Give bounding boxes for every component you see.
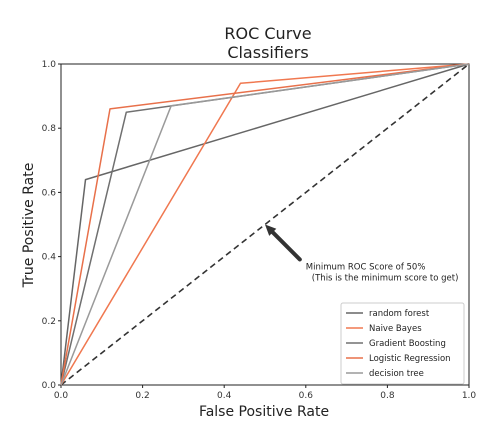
x-axis-label: False Positive Rate <box>199 404 329 420</box>
series-line-naive-bayes <box>60 63 470 386</box>
x-tick-label: 1.0 <box>462 391 477 401</box>
random-chance-baseline <box>60 63 470 386</box>
annotation-group: Minimum ROC Score of 50%(This is the min… <box>265 224 459 283</box>
plot-area: 0.0 0.2 0.4 0.6 0.8 1.0 0.0 0.2 0.4 0.6 0.8 1.0 <box>42 60 477 401</box>
y-axis-label: True Positive Rate <box>21 163 37 289</box>
y-tick-label: 0.4 <box>42 253 57 263</box>
legend-item-label: Gradient Boosting <box>369 339 446 349</box>
series-line-random-forest <box>60 63 470 386</box>
x-tick-label: 0.6 <box>299 391 314 401</box>
legend: random forest Naive Bayes Gradient Boostin… <box>340 302 465 385</box>
annotation-text-line-2: (This is the minimum score to get) <box>312 273 459 283</box>
y-tick-label: 1.0 <box>42 60 57 70</box>
series-line-logistic-regression <box>60 63 470 386</box>
annotation-arrow-shaft <box>270 230 302 262</box>
x-tick-label: 0.0 <box>54 391 69 401</box>
y-tick-label: 0.2 <box>42 317 56 327</box>
y-tick-label: 0.8 <box>42 124 57 134</box>
annotation-text-line-1: Minimum ROC Score of 50% <box>306 262 426 272</box>
legend-item-label: decision tree <box>369 369 424 379</box>
chart-subtitle: Classifiers <box>227 43 308 62</box>
legend-item-label: Logistic Regression <box>369 354 451 364</box>
x-tick-label: 0.4 <box>217 391 232 401</box>
series-group <box>60 63 470 386</box>
plot-frame <box>60 63 470 386</box>
chart-title: ROC Curve <box>224 24 311 43</box>
legend-item-label: Naive Bayes <box>369 324 422 334</box>
y-tick-label: 0.6 <box>42 188 57 198</box>
annotation-arrow-head <box>265 224 277 236</box>
legend-item-label: random forest <box>369 309 430 319</box>
series-line-decision-tree <box>60 63 470 386</box>
x-tick-label: 0.8 <box>380 391 395 401</box>
y-tick-label: 0.0 <box>42 381 57 391</box>
legend-box <box>340 302 465 385</box>
x-tick-label: 0.2 <box>135 391 149 401</box>
